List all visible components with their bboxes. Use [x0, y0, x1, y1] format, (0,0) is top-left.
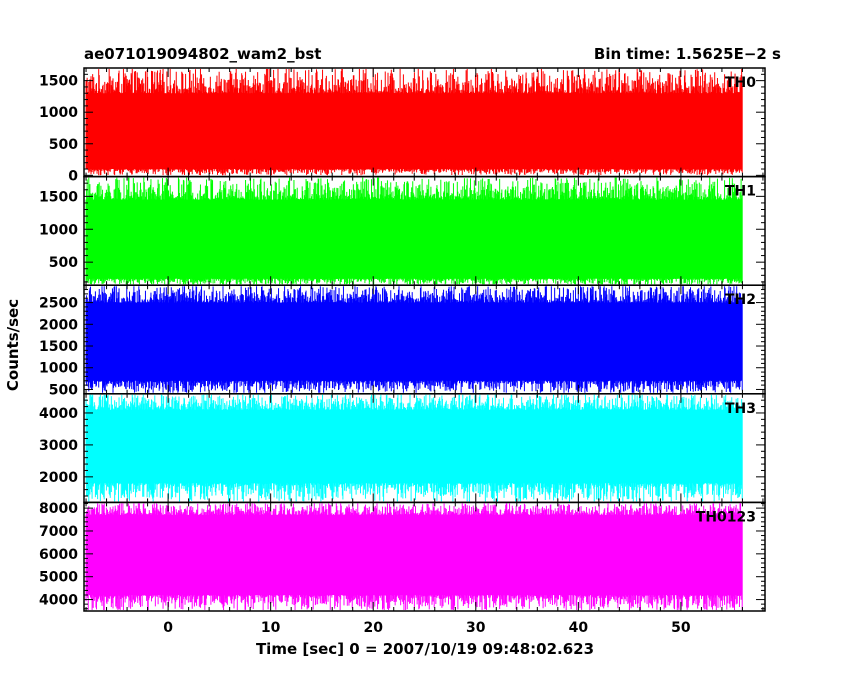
y-tick-label: 2000 — [39, 470, 78, 486]
y-tick-label: 1000 — [39, 105, 78, 121]
x-tick-label: 10 — [261, 620, 281, 636]
panel-th2: 500 1000 1500 2000 2500 TH2 — [39, 284, 766, 398]
panel-th1: 500 1000 1500 TH1 — [39, 175, 766, 286]
series-th3 — [85, 394, 743, 502]
x-tick-label: 50 — [671, 620, 691, 636]
series-th1 — [85, 177, 743, 285]
y-tick-label: 2500 — [39, 296, 78, 312]
x-tick-label: 0 — [163, 620, 173, 636]
panel-th3: 2000 3000 4000 TH3 — [39, 393, 766, 504]
y-tick-label: 500 — [49, 137, 78, 153]
y-tick-label: 0 — [68, 168, 78, 184]
x-tick-label: 40 — [569, 620, 589, 636]
panel-label-th2: TH2 — [725, 292, 756, 308]
y-tick-label: 1000 — [39, 222, 78, 238]
series-th2 — [85, 286, 743, 393]
y-tick-label: 4000 — [39, 593, 78, 609]
bin-time-label: Bin time: 1.5625E−2 s — [594, 45, 781, 63]
panel-frame — [83, 501, 766, 612]
x-axis: 0 10 20 30 40 50 — [163, 620, 691, 636]
y-tick-label: 8000 — [39, 501, 78, 517]
y-tick-label: 1500 — [39, 74, 78, 90]
y-tick-label: 5000 — [39, 570, 78, 586]
y-axis-title: Counts/sec — [4, 299, 22, 391]
panel-label-th0123: TH0123 — [696, 509, 756, 525]
panel-stack: 0 500 1000 1500 TH0 500 1000 1500 TH1 500 1000 1500… — [39, 67, 766, 612]
y-tick-label: 1500 — [39, 189, 78, 205]
plot-title: ae071019094802_wam2_bst — [84, 45, 321, 63]
panel-label-th1: TH1 — [725, 184, 756, 200]
x-tick-label: 30 — [466, 620, 486, 636]
y-tick-label: 4000 — [39, 406, 78, 422]
series-th0123 — [85, 503, 743, 610]
series-th0 — [85, 69, 743, 176]
x-axis-title: Time [sec] 0 = 2007/10/19 09:48:02.623 — [256, 640, 594, 658]
panel-th0123: 4000 5000 6000 7000 8000 TH0123 — [39, 501, 766, 612]
y-tick-label: 7000 — [39, 524, 78, 540]
y-tick-label: 1500 — [39, 339, 78, 355]
y-tick-label: 3000 — [39, 438, 78, 454]
panel-label-th0: TH0 — [725, 75, 756, 91]
y-tick-label: 500 — [49, 255, 78, 271]
y-tick-label: 2000 — [39, 317, 78, 333]
panel-th0: 0 500 1000 1500 TH0 — [39, 67, 766, 184]
y-tick-label: 6000 — [39, 547, 78, 563]
y-tick-label: 1000 — [39, 361, 78, 377]
y-tick-label: 500 — [49, 382, 78, 398]
panel-label-th3: TH3 — [725, 401, 756, 417]
x-tick-label: 20 — [363, 620, 383, 636]
